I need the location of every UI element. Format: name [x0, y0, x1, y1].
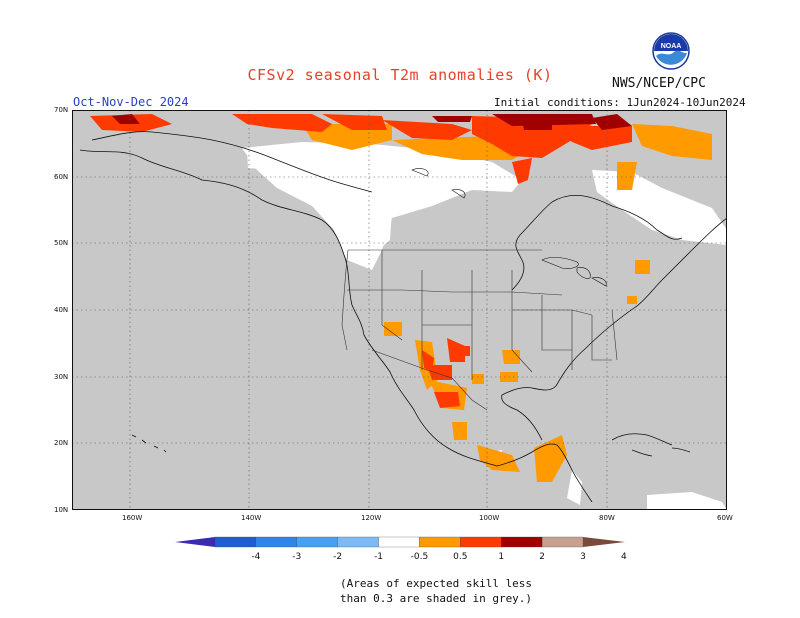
colorbar-tick-label: -1: [374, 552, 383, 562]
lon-label-160w: 160W: [122, 514, 143, 522]
skill-note-line1: (Areas of expected skill less: [340, 577, 533, 590]
colorbar-tick-label: 3: [580, 552, 586, 562]
anomaly-map: [72, 110, 727, 510]
lon-label-80w: 80W: [599, 514, 615, 522]
colorbar-tick-label: -3: [292, 552, 301, 562]
neutral-areas: [242, 142, 727, 510]
lat-label-60n: 60N: [54, 173, 69, 181]
season-label: Oct-Nov-Dec 2024: [73, 95, 189, 109]
anomaly-orange-areas: [302, 124, 712, 482]
colorbar-segment: [255, 536, 297, 548]
logo: NOAA: [652, 32, 690, 70]
anomaly-darkred-areas: [112, 114, 632, 130]
lat-label-50n: 50N: [54, 239, 69, 247]
anomaly-red-areas: [90, 114, 632, 408]
skill-note-line2: than 0.3 are shaded in grey.): [340, 592, 533, 605]
political-boundaries: [341, 249, 618, 411]
colorbar-labels: -4 -3 -2 -1 -0.5 0.5 1 2 3 4: [251, 552, 627, 562]
colorbar-left-arrow: [175, 537, 215, 547]
colorbar-tick-label: -4: [251, 552, 260, 562]
colorbar-tick-label: 4: [621, 552, 627, 562]
map-frame: [72, 110, 727, 510]
colorbar-right-arrow: [583, 537, 625, 547]
coastlines: [79, 131, 727, 503]
colorbar-tick-label: 1: [498, 552, 504, 562]
colorbar-segments: [214, 536, 584, 548]
colorbar-segment: [337, 536, 379, 548]
colorbar-segment: [296, 536, 338, 548]
noaa-logo-icon: NOAA: [652, 32, 690, 70]
skill-note: (Areas of expected skill less than 0.3 a…: [340, 576, 532, 606]
colorbar-segment: [541, 536, 584, 548]
svg-text:NOAA: NOAA: [661, 43, 682, 50]
colorbar-segment: [460, 536, 502, 548]
colorbar: -4 -3 -2 -1 -0.5 0.5 1 2 3 4: [175, 536, 627, 562]
lat-label-40n: 40N: [54, 306, 69, 314]
colorbar-tick-label: 0.5: [453, 552, 467, 562]
colorbar-segment: [419, 536, 461, 548]
lakes: [411, 168, 607, 287]
lon-label-120w: 120W: [361, 514, 382, 522]
colorbar-tick-label: 2: [539, 552, 545, 562]
colorbar-tick-label: -2: [333, 552, 342, 562]
lat-label-30n: 30N: [54, 373, 69, 381]
agency-label: NWS/NCEP/CPC: [612, 76, 706, 91]
lon-label-60w: 60W: [717, 514, 733, 522]
initial-conditions-label: Initial conditions: 1Jun2024-10Jun2024: [494, 96, 746, 109]
colorbar-segment: [501, 536, 543, 548]
lat-label-10n: 10N: [54, 506, 69, 514]
lon-label-100w: 100W: [479, 514, 500, 522]
lon-label-140w: 140W: [241, 514, 262, 522]
graticule: [72, 110, 727, 510]
lat-label-20n: 20N: [54, 439, 69, 447]
colorbar-tick-label: -0.5: [411, 552, 429, 562]
colorbar-segment: [214, 536, 257, 548]
colorbar-segment: [378, 536, 420, 548]
chart-title: CFSv2 seasonal T2m anomalies (K): [247, 66, 553, 84]
lat-label-70n: 70N: [54, 106, 69, 114]
